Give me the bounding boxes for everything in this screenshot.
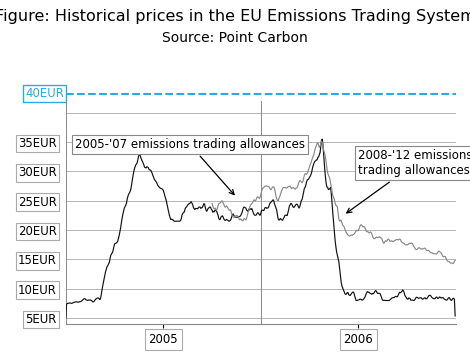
Text: Source: Point Carbon: Source: Point Carbon [162, 31, 308, 45]
Text: 2008-'12 emissions
trading allowances: 2008-'12 emissions trading allowances [347, 149, 470, 213]
Text: Figure: Historical prices in the EU Emissions Trading System: Figure: Historical prices in the EU Emis… [0, 9, 470, 24]
Text: 40EUR: 40EUR [25, 87, 64, 100]
Text: 2005-'07 emissions trading allowances: 2005-'07 emissions trading allowances [75, 138, 305, 195]
